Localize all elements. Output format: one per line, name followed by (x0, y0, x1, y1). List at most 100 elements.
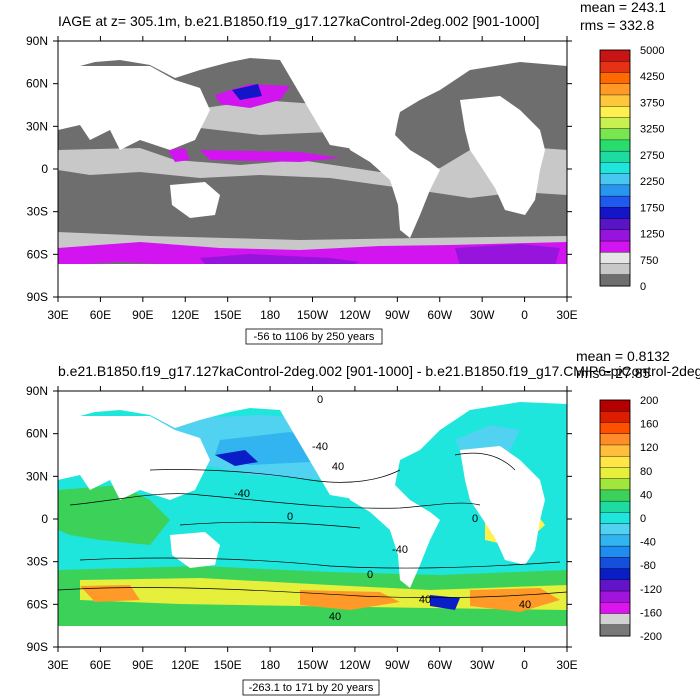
colorbar-label: 2750 (640, 150, 664, 162)
colorbar-label: 1750 (640, 202, 664, 214)
x-tick-label: 180 (260, 658, 280, 672)
colorbar-top: 5000 4250 3750 3250 2750 2250 1750 1250 750 0 (599, 45, 664, 293)
x-tick-label: 30W (470, 308, 495, 322)
colorbar-swatch (599, 624, 631, 637)
colorbar-swatch (599, 94, 631, 107)
y-tick-label: 90S (27, 290, 48, 304)
x-tick-label: 90E (132, 308, 153, 322)
mean-stat-2: mean = 0.8132 (576, 348, 670, 364)
colorbar-label: -120 (640, 584, 662, 596)
colorbar-swatch (599, 455, 631, 468)
colorbar-swatch (599, 534, 631, 547)
eurasia-north-land-2 (58, 391, 567, 500)
colorbar-label: 80 (640, 466, 652, 478)
y-tick-label: 30N (26, 469, 48, 483)
contour-line (58, 587, 567, 598)
colorbar-label: 5000 (640, 45, 664, 57)
chart-title-2: b.e21.B1850.f19_g17.127kaControl-2deg.00… (58, 363, 700, 379)
y-tick-label: 90N (26, 34, 48, 48)
colorbar-swatch (599, 72, 631, 85)
asia-land (58, 66, 210, 150)
y-tick-label: 60N (26, 427, 48, 441)
colorbar-swatch (599, 105, 631, 118)
colorbar-swatch (599, 478, 631, 491)
colorbar-swatch (599, 512, 631, 525)
range-label-box-2 (242, 679, 380, 696)
contour-label: 0 (367, 569, 373, 581)
colorbar-swatch (599, 557, 631, 570)
colorbar-swatch (599, 411, 631, 423)
colorbar-swatch (599, 274, 631, 287)
y-tick-label: 60S (27, 597, 48, 611)
africa-europe-land (460, 96, 545, 215)
map-field (58, 41, 567, 297)
colorbar-swatch (599, 162, 631, 175)
colorbar-swatch (599, 545, 631, 558)
x-tick-label: 180 (260, 308, 280, 322)
colorbar-label: 2250 (640, 176, 664, 188)
americas-land (330, 58, 440, 238)
x-tick-label: 150W (297, 658, 329, 672)
colorbar-label: 0 (640, 513, 646, 525)
eurasia-north-land (58, 41, 567, 150)
x-tick-label: 120W (339, 308, 371, 322)
tropical-magenta (200, 150, 340, 162)
colorbar-swatch (599, 500, 631, 513)
colorbar-swatch (599, 444, 631, 457)
x-tick-label: 150W (297, 308, 329, 322)
colorbar-swatch (599, 117, 631, 130)
southern-orange-2 (300, 590, 400, 610)
chart-title: IAGE at z= 305.1m, b.e21.B1850.f19_g17.1… (58, 13, 539, 29)
colorbar-label: -40 (640, 537, 656, 549)
colorbar-swatch (599, 240, 631, 253)
x-tick-label: 30E (556, 658, 577, 672)
rms-stat: rms = 332.8 (580, 17, 655, 33)
x-tick-label: 90W (385, 308, 410, 322)
y-tick-label: 0 (41, 512, 48, 526)
australia-land (170, 182, 220, 218)
axes-top: 30E 60E 90E 120E 150E 180 150W 120W 90W 60W 30W 0 30… (26, 34, 578, 322)
indian-green (58, 485, 170, 545)
x-tick-label: 30E (47, 308, 68, 322)
x-tick-label: 120E (171, 308, 199, 322)
contour-label: 40 (329, 611, 341, 623)
southern-orange-1 (80, 585, 140, 602)
colorbar-swatch (599, 252, 631, 265)
x-tick-label: 150E (214, 308, 242, 322)
x-tick-label: 60E (90, 658, 111, 672)
asia-land-2 (58, 416, 210, 500)
y-tick-label: 60S (27, 247, 48, 261)
y-tick-label: 30N (26, 119, 48, 133)
colorbar-swatch (599, 489, 631, 502)
colorbar-label: 750 (640, 255, 658, 267)
colorbar-swatch (599, 399, 631, 412)
x-tick-label: 120E (171, 658, 199, 672)
colorbar-swatch (599, 602, 631, 615)
colorbar-swatch (599, 229, 631, 242)
colorbar-swatch (599, 195, 631, 208)
mean-stat: mean = 243.1 (580, 0, 666, 15)
colorbar-frame (599, 49, 631, 287)
range-label-2: -263.1 to 171 by 20 years (249, 682, 374, 694)
colorbar-swatch (599, 422, 631, 435)
contour-label: 40 (519, 599, 531, 611)
australia-land-2 (170, 532, 220, 568)
contour-labels: 0 -40 -40 0 0 -40 0 40 40 40 40 (234, 394, 531, 623)
kuroshio-dark (215, 450, 258, 466)
colorbar-label: 120 (640, 442, 658, 454)
x-tick-label: 30E (556, 308, 577, 322)
colorbar-swatch (599, 613, 631, 626)
y-tick-label: 30S (27, 555, 48, 569)
contour-line (179, 521, 361, 529)
y-tick-label: 90N (26, 384, 48, 398)
axes-bottom: 30E 60E 90E 120E 150E 180 150W 120W 90W 60W 30W 0 30… (26, 384, 578, 672)
contour-line (149, 469, 401, 483)
x-tick-label: 30E (47, 658, 68, 672)
colorbar-swatch (599, 523, 631, 536)
contour-label: -40 (234, 488, 250, 500)
contour-label: 40 (332, 461, 344, 473)
x-tick-label: 60W (427, 308, 452, 322)
contour-line (454, 452, 516, 471)
colorbar-swatch (599, 83, 631, 96)
x-tick-label: 0 (521, 658, 528, 672)
